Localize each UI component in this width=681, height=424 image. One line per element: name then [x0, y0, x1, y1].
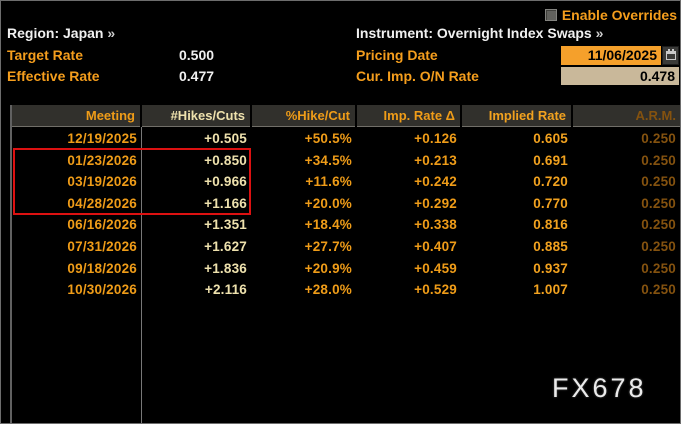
column-header-meeting[interactable]: Meeting — [12, 105, 142, 127]
column-header-implied-rate[interactable]: Implied Rate — [462, 105, 573, 127]
table-cell: +0.529 — [414, 282, 457, 298]
table-cell: +11.6% — [305, 174, 352, 190]
calendar-icon — [665, 49, 676, 60]
table-cell: 0.250 — [641, 195, 676, 211]
pricing-date-input[interactable]: 11/06/2025 — [561, 46, 661, 65]
table-cell: 0.605 — [533, 131, 568, 146]
table-cell: +50.5% — [304, 131, 352, 146]
table-row[interactable]: 03/19/2026 +0.966 +11.6% +0.242 0.720 0.250 — [12, 171, 680, 193]
table-cell: 12/19/2025 — [67, 131, 137, 146]
effective-rate-label: Effective Rate — [7, 68, 100, 84]
table-cell: +0.966 — [204, 174, 247, 190]
table-cell: +0.213 — [414, 152, 457, 168]
enable-overrides-checkbox[interactable] — [544, 9, 557, 21]
table-cell: +0.459 — [414, 260, 457, 276]
table-cell: 07/31/2026 — [67, 238, 137, 254]
table-cell: +0.505 — [204, 131, 247, 146]
table-cell: +0.292 — [414, 195, 457, 211]
cur-imp-rate-input[interactable]: 0.478 — [561, 67, 679, 85]
table-cell: +20.0% — [304, 195, 352, 211]
table-cell: +0.850 — [204, 152, 247, 168]
table-cell: +2.116 — [204, 282, 247, 298]
table-cell: 0.250 — [641, 238, 676, 254]
table-cell: 01/23/2026 — [67, 152, 137, 168]
table-cell: 1.007 — [533, 282, 568, 298]
table-cell: +20.9% — [304, 260, 352, 276]
table-cell: 0.770 — [533, 195, 568, 211]
instrument-line: Instrument: Overnight Index Swaps » — [356, 24, 603, 42]
watermark: FX678 — [552, 373, 647, 403]
column-header-imp-rate-delta[interactable]: Imp. Rate Δ — [357, 105, 462, 127]
table-cell: 0.250 — [641, 174, 676, 190]
table-body: 12/19/2025 +0.505 +50.5% +0.126 0.605 0.250 01… — [12, 128, 680, 301]
table-cell: 04/28/2026 — [67, 195, 137, 211]
table-cell: +1.351 — [204, 217, 247, 233]
column-header-hikes-cuts[interactable]: #Hikes/Cuts — [142, 105, 252, 127]
table-cell: 06/16/2026 — [67, 217, 137, 233]
target-rate-value: 0.500 — [179, 47, 215, 63]
table-cell: 0.885 — [533, 238, 568, 254]
table-cell: +1.627 — [204, 238, 247, 254]
calendar-button[interactable] — [662, 46, 679, 65]
effective-rate-value: 0.477 — [179, 68, 215, 84]
instrument-value[interactable]: Overnight Index Swaps — [436, 25, 592, 41]
column-header-arm[interactable]: A.R.M. — [635, 108, 676, 123]
enable-overrides: Enable Overrides — [544, 7, 677, 23]
enable-overrides-label[interactable]: Enable Overrides — [561, 7, 677, 23]
table-row[interactable]: 10/30/2026 +2.116 +28.0% +0.529 1.007 0.250 — [12, 279, 680, 301]
table-cell: 0.250 — [641, 282, 676, 298]
instrument-label: Instrument: — [356, 25, 433, 41]
instrument-dropdown-arrow[interactable]: » — [595, 25, 604, 41]
table-left-border — [10, 105, 12, 423]
table-cell: +34.5% — [304, 152, 352, 168]
meeting-column-divider — [141, 105, 142, 423]
region-label: Region: — [7, 25, 60, 41]
region-value[interactable]: Japan — [63, 25, 104, 41]
table-cell: 10/30/2026 — [67, 282, 137, 298]
table-cell: 0.250 — [641, 152, 676, 168]
table-cell: 0.250 — [641, 131, 676, 146]
table-cell: +28.0% — [304, 282, 352, 298]
region-dropdown-arrow[interactable]: » — [107, 25, 116, 41]
target-rate-label: Target Rate — [7, 47, 83, 63]
table-row[interactable]: 07/31/2026 +1.627 +27.7% +0.407 0.885 0.250 — [12, 236, 680, 258]
table-row[interactable]: 12/19/2025 +0.505 +50.5% +0.126 0.605 0.250 — [12, 128, 680, 150]
table-cell: 03/19/2026 — [67, 174, 137, 190]
table-cell: +27.7% — [304, 238, 352, 254]
region-line: Region: Japan » — [7, 24, 115, 42]
table-header: Meeting #Hikes/Cuts %Hike/Cut Imp. Rate … — [12, 105, 680, 127]
table-cell: +1.166 — [204, 195, 247, 211]
table-cell: +18.4% — [304, 217, 352, 233]
table-cell: +0.242 — [414, 174, 457, 190]
table-cell: +0.126 — [414, 131, 457, 146]
table-cell: 0.937 — [533, 260, 568, 276]
table-cell: 09/18/2026 — [67, 260, 137, 276]
table-row[interactable]: 06/16/2026 +1.351 +18.4% +0.338 0.816 0.250 — [12, 214, 680, 236]
table-cell: +1.836 — [204, 260, 247, 276]
pricing-date-label: Pricing Date — [356, 47, 438, 63]
column-header-pct-hike-cut[interactable]: %Hike/Cut — [252, 105, 357, 127]
table-cell: 0.691 — [533, 152, 568, 168]
cur-imp-rate-label: Cur. Imp. O/N Rate — [356, 68, 479, 84]
table-row[interactable]: 01/23/2026 +0.850 +34.5% +0.213 0.691 0.250 — [12, 150, 680, 172]
table-row[interactable]: 09/18/2026 +1.836 +20.9% +0.459 0.937 0.250 — [12, 258, 680, 280]
table-cell: 0.816 — [533, 217, 568, 233]
table-cell: +0.407 — [414, 238, 457, 254]
table-row[interactable]: 04/28/2026 +1.166 +20.0% +0.292 0.770 0.250 — [12, 193, 680, 215]
table-cell: 0.250 — [641, 217, 676, 233]
table-cell: +0.338 — [414, 217, 457, 233]
table-cell: 0.250 — [641, 260, 676, 276]
table-cell: 0.720 — [533, 174, 568, 190]
